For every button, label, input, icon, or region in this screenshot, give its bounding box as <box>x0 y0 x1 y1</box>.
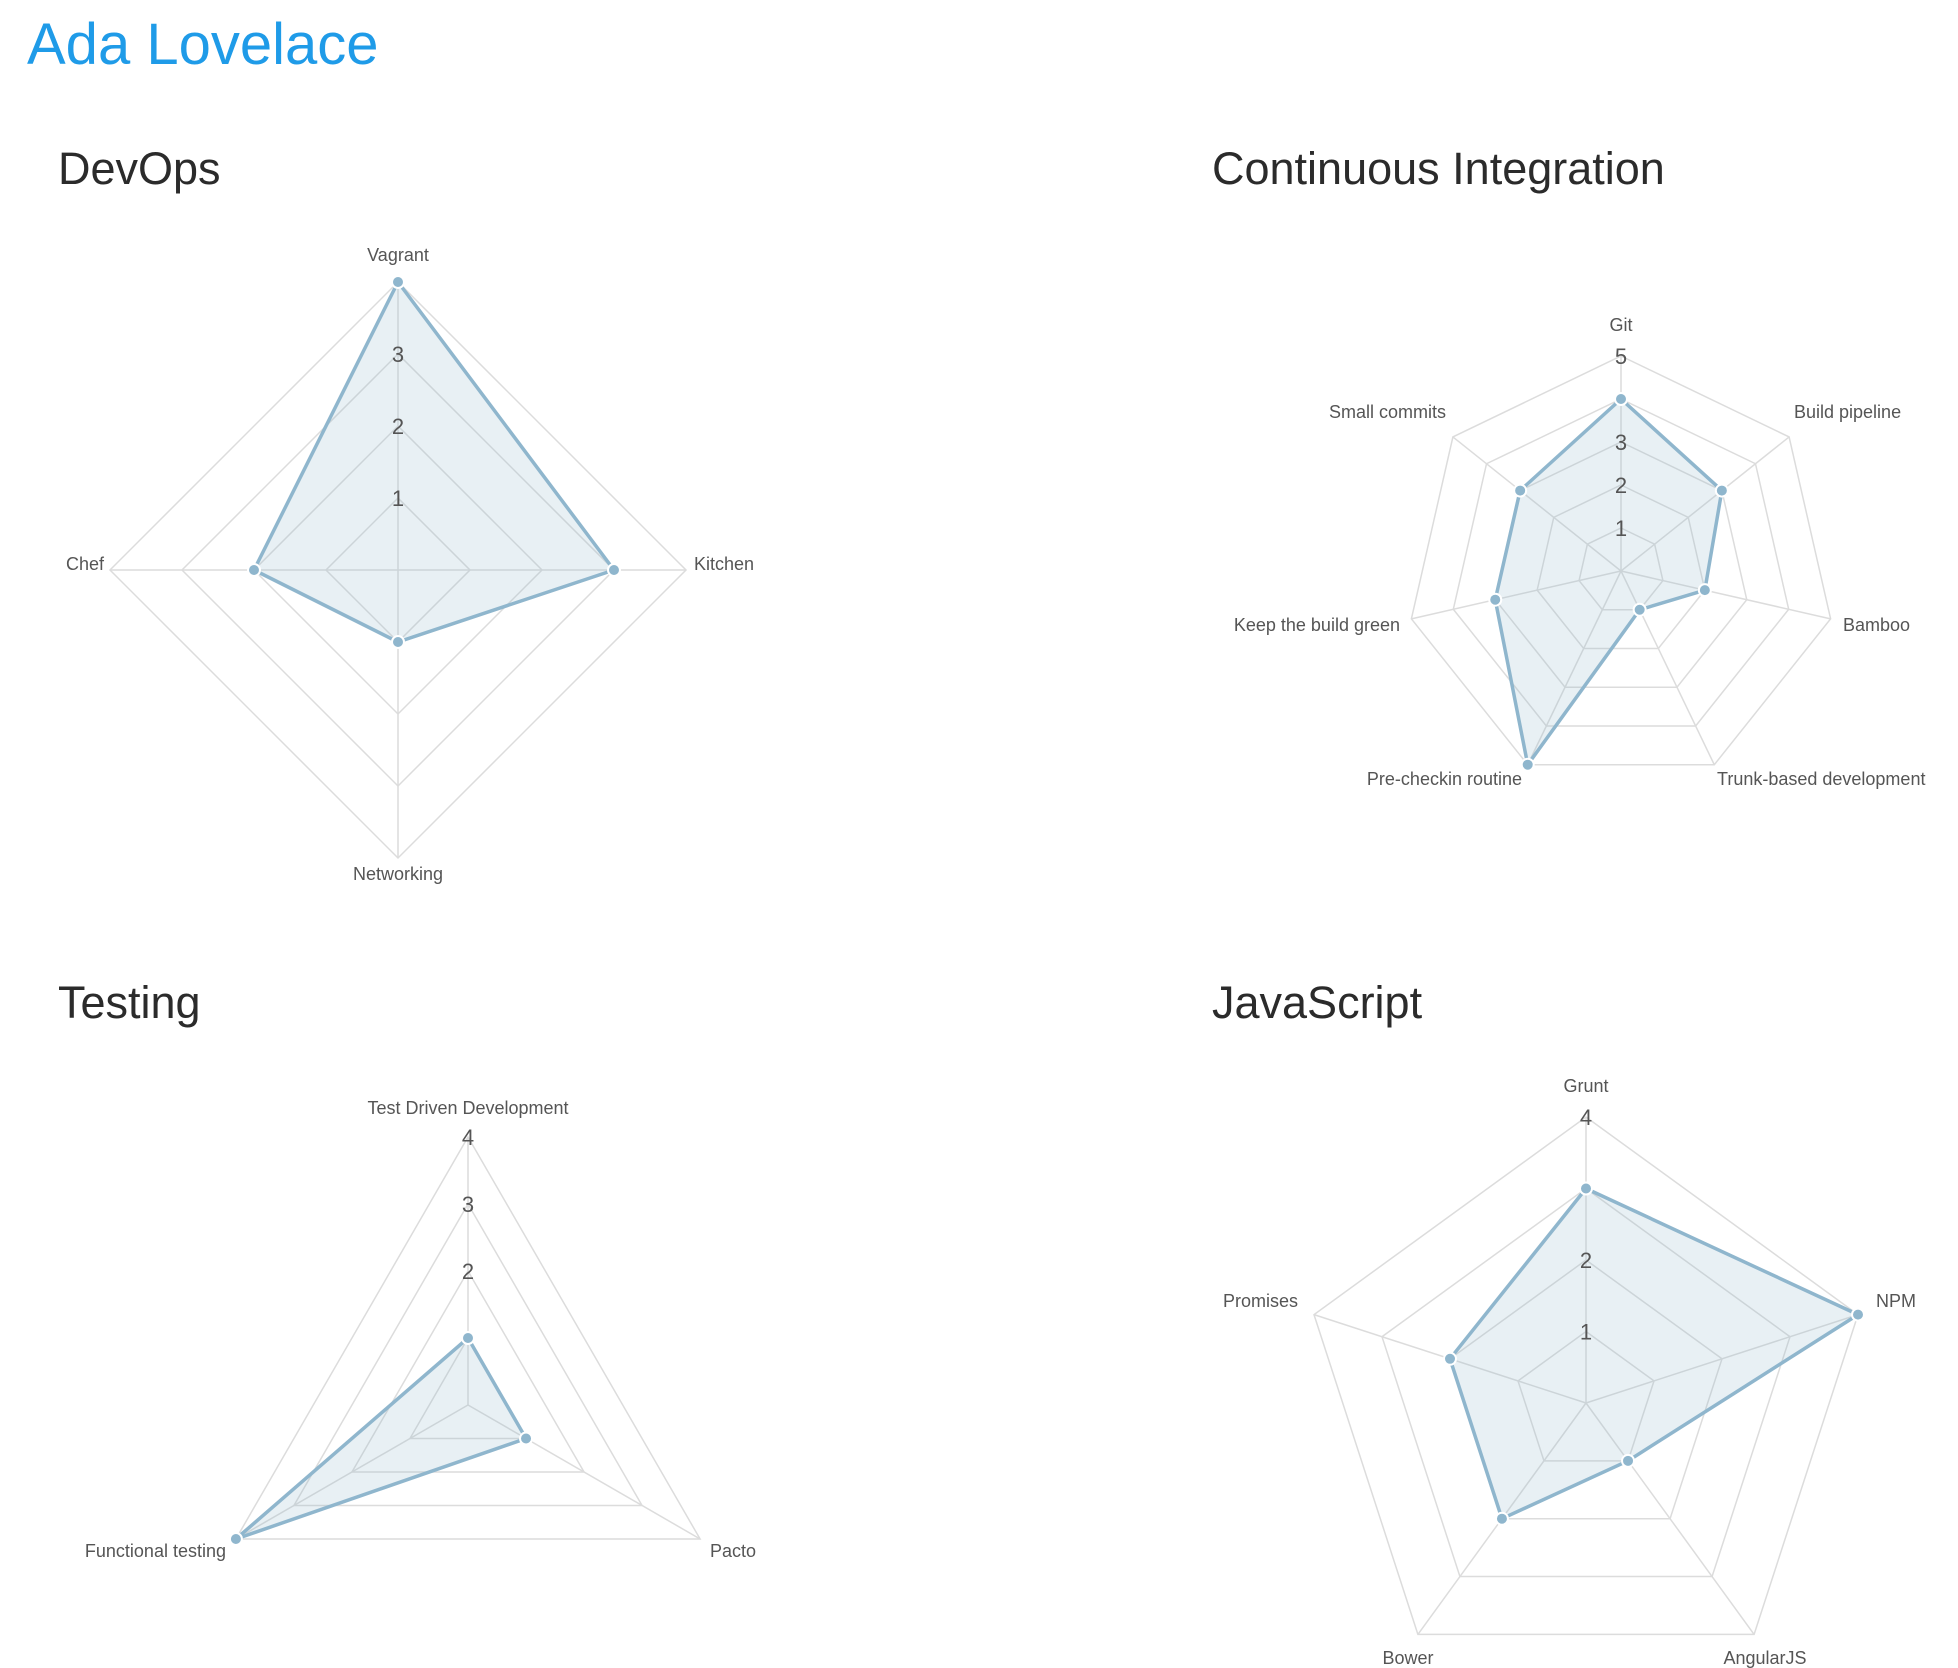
chart-title-testing: Testing <box>58 977 201 1028</box>
axis-label-kitchen: Kitchen <box>694 554 754 574</box>
data-point-keep-the-build-green <box>1488 592 1503 607</box>
data-point-test-driven-development <box>461 1331 475 1345</box>
data-point-angularjs <box>1621 1453 1636 1468</box>
axis-label-build-pipeline: Build pipeline <box>1794 402 1901 422</box>
data-point-pacto <box>519 1431 534 1446</box>
tick-label: 1 <box>1580 1320 1592 1345</box>
grid-ring <box>1536 484 1706 650</box>
radar-chart-testing: 2 3 4 Test Driven Development Pacto Functiona… <box>85 1098 756 1561</box>
data-point-small-commits <box>1513 483 1528 498</box>
data-point-bamboo <box>1697 583 1712 598</box>
data-point-bower <box>1494 1511 1509 1526</box>
tick-label: 2 <box>462 1259 474 1284</box>
data-point-kitchen <box>607 563 621 577</box>
axis-spoke <box>1452 436 1622 572</box>
axis-spoke <box>467 1404 701 1540</box>
data-point-functional-testing <box>228 1532 243 1546</box>
axis-label-test-driven-development: Test Driven Development <box>367 1098 568 1118</box>
radar-chart-devops: 1 2 3 Vagrant Kitchen Networking Chef <box>66 245 754 884</box>
radar-chart-continuous-integration: 1 2 3 5 Git Build pipeline Bamboo Trunk-based d… <box>1234 315 1926 789</box>
grid-ring <box>1381 1187 1791 1578</box>
grid-ring <box>350 1269 586 1473</box>
grid-ring <box>1517 1330 1655 1462</box>
data-point-vagrant <box>391 275 405 289</box>
series-area <box>234 1336 528 1541</box>
data-point-chef <box>247 563 261 577</box>
radar-chart-javascript: 1 2 4 Grunt NPM AngularJS Bower Promises <box>1223 1076 1916 1668</box>
axis-label-npm: NPM <box>1876 1291 1916 1311</box>
axis-label-functional-testing: Functional testing <box>85 1541 226 1561</box>
axis-label-trunk-based-development: Trunk-based development <box>1717 769 1925 789</box>
data-point-git <box>1614 392 1628 406</box>
axis-label-keep-the-build-green: Keep the build green <box>1234 615 1400 635</box>
axis-label-bower: Bower <box>1382 1648 1433 1668</box>
data-point-networking <box>391 635 405 649</box>
tick-label: 4 <box>1580 1105 1592 1130</box>
tick-label: 1 <box>392 486 404 511</box>
data-point-trunk-based-development <box>1632 602 1647 617</box>
axis-spoke <box>1585 1313 1859 1404</box>
series-area <box>252 280 616 644</box>
chart-title-devops: DevOps <box>58 143 221 194</box>
grid-ring <box>1410 355 1832 766</box>
series-area <box>1493 397 1724 767</box>
axis-label-networking: Networking <box>353 864 443 884</box>
grid-ring <box>1449 1259 1723 1520</box>
grid-ring <box>1452 398 1790 727</box>
grid-ring <box>292 1202 644 1507</box>
page-title: Ada Lovelace <box>27 12 379 77</box>
axis-spoke <box>1620 570 1831 620</box>
series-area <box>1448 1186 1860 1521</box>
axis-label-pacto: Pacto <box>710 1541 756 1561</box>
axis-spoke <box>1620 570 1715 766</box>
tick-label: 2 <box>1580 1248 1592 1273</box>
axis-spoke <box>1585 1402 1755 1635</box>
tick-label: 1 <box>1615 516 1627 541</box>
axis-spoke <box>1411 570 1622 620</box>
tick-label: 3 <box>462 1192 474 1217</box>
tick-label: 5 <box>1615 344 1627 369</box>
data-point-pre-checkin-routine <box>1520 757 1535 772</box>
axis-label-grunt: Grunt <box>1563 1076 1608 1096</box>
chart-title-continuous-integration: Continuous Integration <box>1212 143 1665 194</box>
data-point-npm <box>1851 1307 1866 1322</box>
axis-label-git: Git <box>1609 315 1632 335</box>
axis-label-vagrant: Vagrant <box>367 245 429 265</box>
data-point-grunt <box>1579 1181 1593 1196</box>
grid-ring <box>234 1135 702 1540</box>
tick-label: 2 <box>392 414 404 439</box>
grid-ring <box>1578 527 1664 611</box>
data-point-build-pipeline <box>1714 483 1729 498</box>
axis-label-pre-checkin-routine: Pre-checkin routine <box>1367 769 1522 789</box>
axis-label-chef: Chef <box>66 554 105 574</box>
tick-label: 3 <box>392 342 404 367</box>
data-point-promises <box>1442 1351 1457 1366</box>
axis-spoke <box>1620 436 1790 572</box>
axis-label-bamboo: Bamboo <box>1843 615 1910 635</box>
grid-ring <box>1313 1116 1859 1636</box>
axis-spoke <box>235 1404 469 1540</box>
axis-label-small-commits: Small commits <box>1329 402 1446 422</box>
tick-label: 2 <box>1615 473 1627 498</box>
tick-label: 4 <box>462 1125 474 1150</box>
axis-label-angularjs: AngularJS <box>1723 1648 1806 1668</box>
chart-title-javascript: JavaScript <box>1212 977 1423 1028</box>
axis-spoke <box>1527 570 1622 766</box>
tick-label: 3 <box>1615 430 1627 455</box>
axis-label-promises: Promises <box>1223 1291 1298 1311</box>
